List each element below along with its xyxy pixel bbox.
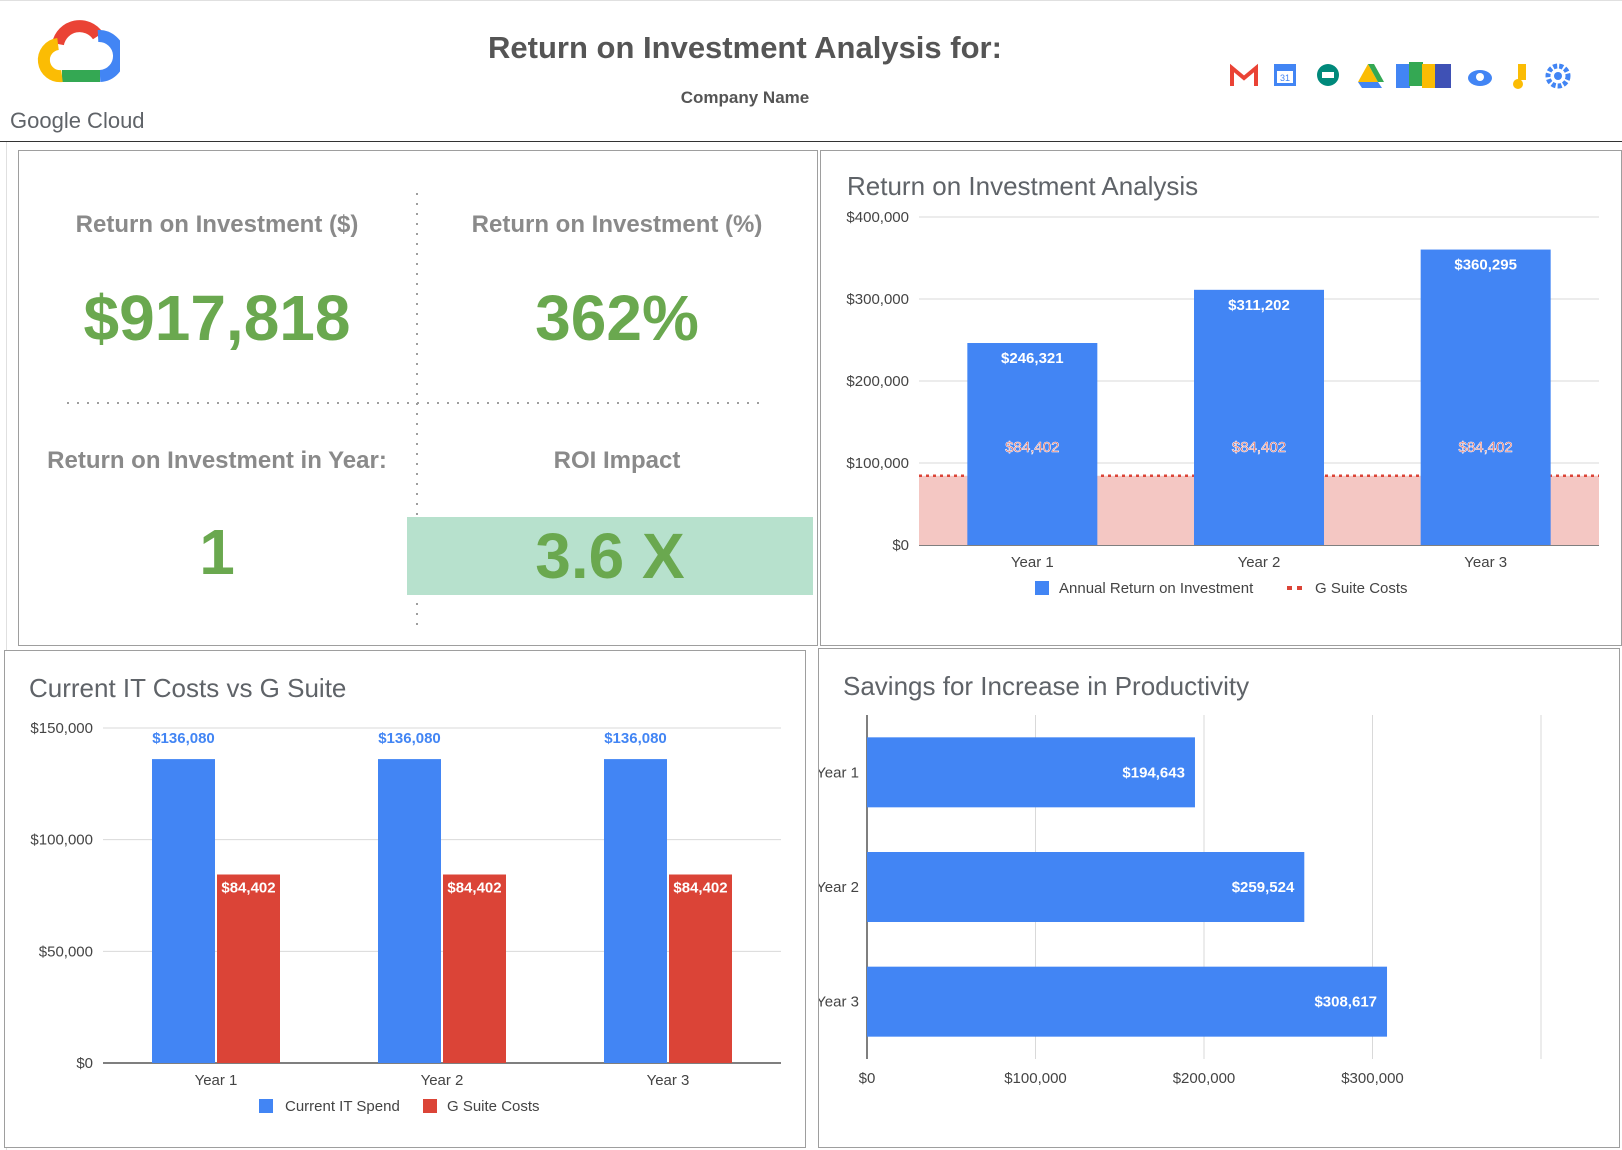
x-tick-label: $100,000 <box>1004 1070 1067 1087</box>
x-tick-label: Year 3 <box>647 1072 690 1089</box>
it-spend-bar <box>152 759 215 1063</box>
gmail-icon <box>1230 63 1258 86</box>
productivity-chart-panel: Savings for Increase in Productivity $0 $… <box>818 648 1620 1148</box>
roi-year-label: Return on Investment in Year: <box>47 447 387 474</box>
legend-swatch-roi <box>1035 581 1049 595</box>
productivity-bar <box>867 737 1195 808</box>
roi-percent-label: Return on Investment (%) <box>471 211 763 238</box>
dashboard-header <box>0 0 1622 142</box>
sheet-grid-top <box>0 0 1622 5</box>
it-costs-chart-panel: Current IT Costs vs G Suite $0 $50,000 $10… <box>4 650 806 1148</box>
header-divider <box>0 141 1622 142</box>
roi-bar <box>1194 289 1324 545</box>
roi-impact-value: 3.6 X <box>535 520 685 592</box>
y-tick-label: $100,000 <box>30 832 93 849</box>
roi-impact-label: ROI Impact <box>553 447 681 474</box>
roi-dollars-label: Return on Investment ($) <box>75 211 359 238</box>
x-tick-label: Year 2 <box>421 1072 464 1089</box>
y-tick-label: $150,000 <box>30 720 93 737</box>
productivity-chart: $0 $100,000 $200,000 $300,000 $194,643 Year 1… <box>819 715 1542 1087</box>
legend-swatch-gsuite <box>423 1099 437 1113</box>
y-tick-label: Year 1 <box>819 764 859 781</box>
product-icons: 31 <box>1228 60 1588 92</box>
roi-percent-value: 362% <box>535 282 699 354</box>
gsuite-cost-bar <box>443 874 506 1063</box>
productivity-bar <box>867 852 1305 922</box>
y-tick-label: $0 <box>892 537 909 554</box>
x-tick-label: Year 2 <box>1238 554 1281 571</box>
keep-icon <box>1513 64 1526 89</box>
y-tick-label: $50,000 <box>39 943 93 960</box>
page-title: Return on Investment Analysis for: <box>488 30 1002 65</box>
x-tick-label: Year 3 <box>1464 554 1507 571</box>
it-spend-label: $136,080 <box>378 730 441 747</box>
cost-label: $84,402 <box>1232 439 1286 456</box>
cloud-search-icon <box>1468 70 1492 86</box>
it-spend-label: $136,080 <box>152 730 215 747</box>
roi-impact-highlight <box>407 517 813 595</box>
y-tick-label: $200,000 <box>846 373 909 390</box>
calendar-icon: 31 <box>1274 64 1296 86</box>
roi-bar <box>967 343 1098 545</box>
kpi-panel: Return on Investment ($) $917,818 Return… <box>18 150 818 646</box>
y-tick-label: $0 <box>76 1055 93 1072</box>
it-spend-label: $136,080 <box>604 730 667 747</box>
it-spend-bar <box>378 759 441 1063</box>
legend-label-it: Current IT Spend <box>285 1098 400 1115</box>
productivity-chart-title: Savings for Increase in Productivity <box>843 671 1250 701</box>
svg-text:31: 31 <box>1280 73 1290 83</box>
x-tick-label: $200,000 <box>1173 1070 1236 1087</box>
x-tick-label: $300,000 <box>1341 1070 1404 1087</box>
roi-dollars-value: $917,818 <box>83 282 351 354</box>
cloud-logo-icon <box>37 20 125 83</box>
google-cloud-logo <box>28 12 125 84</box>
y-tick-label: Year 2 <box>819 879 859 896</box>
productivity-bar <box>867 966 1388 1037</box>
it-costs-chart-title: Current IT Costs vs G Suite <box>29 673 347 703</box>
y-tick-label: $100,000 <box>846 455 909 472</box>
x-tick-label: $0 <box>859 1070 876 1087</box>
roi-chart-title: Return on Investment Analysis <box>847 171 1199 201</box>
admin-gear-icon <box>1545 63 1571 89</box>
cost-label: $84,402 <box>1005 439 1059 456</box>
y-tick-label: $400,000 <box>846 209 909 226</box>
roi-chart-panel: Return on Investment Analysis $0 $100,000… <box>820 150 1622 646</box>
productivity-bar-label: $259,524 <box>1232 879 1295 896</box>
legend-label-roi: Annual Return on Investment <box>1059 580 1254 597</box>
legend-label-gsuite: G Suite Costs <box>447 1098 540 1115</box>
hangouts-chat-icon <box>1317 64 1339 86</box>
productivity-bar-label: $308,617 <box>1314 994 1377 1011</box>
gsuite-cost-label: $84,402 <box>221 880 275 897</box>
legend-swatch-it <box>259 1099 273 1113</box>
productivity-bar-label: $194,643 <box>1122 764 1185 781</box>
legend-label-cost: G Suite Costs <box>1315 580 1408 597</box>
roi-bar <box>1420 249 1551 545</box>
roi-chart: $0 $100,000 $200,000 $300,000 $400,000 $246,3… <box>846 209 1599 597</box>
x-tick-label: Year 1 <box>1011 554 1054 571</box>
gsuite-cost-label: $84,402 <box>447 880 501 897</box>
cost-label: $84,402 <box>1459 439 1513 456</box>
it-spend-bar <box>604 759 667 1063</box>
gsuite-cost-bar <box>669 874 732 1063</box>
roi-bar-label: $311,202 <box>1228 297 1290 314</box>
roi-year-value: 1 <box>199 516 235 588</box>
gsuite-cost-label: $84,402 <box>673 880 727 897</box>
brand-name: Google Cloud <box>10 108 145 133</box>
y-tick-label: $300,000 <box>846 291 909 308</box>
x-tick-label: Year 1 <box>195 1072 238 1089</box>
docs-sheets-slides-icon <box>1396 62 1451 88</box>
company-name[interactable]: Company Name <box>680 88 810 107</box>
roi-bar-label: $246,321 <box>1001 350 1064 367</box>
y-tick-label: Year 3 <box>819 994 859 1011</box>
drive-icon <box>1358 64 1384 88</box>
roi-bar-label: $360,295 <box>1454 257 1517 274</box>
sheet-left-strip <box>0 142 7 1150</box>
gsuite-cost-bar <box>217 874 280 1063</box>
it-costs-chart: $0 $50,000 $100,000 $150,000 $136,080 $84,402… <box>30 720 781 1115</box>
